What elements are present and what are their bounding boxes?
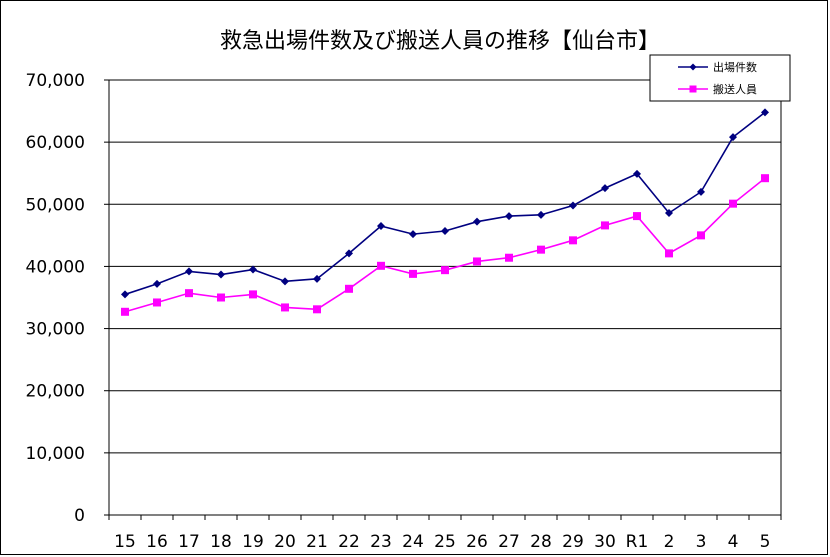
data-point (601, 184, 609, 193)
data-point (505, 253, 513, 262)
data-point (153, 298, 161, 307)
data-point (121, 290, 129, 299)
x-tick-label: 4 (728, 532, 739, 552)
x-tick-label: 29 (562, 532, 584, 552)
x-tick-label: 2 (664, 532, 675, 552)
data-point (665, 249, 673, 258)
data-point (537, 210, 545, 219)
x-tick-label: 19 (242, 532, 264, 552)
data-point (761, 174, 769, 183)
data-point (377, 222, 385, 231)
series-2 (121, 174, 769, 316)
x-tick-label: 25 (434, 532, 456, 552)
y-tick-label: 60,000 (26, 133, 85, 153)
data-point (441, 266, 449, 275)
x-tick-label: 30 (594, 532, 616, 552)
data-point (185, 289, 193, 298)
data-point (761, 108, 769, 117)
legend-item: 搬送人員 (678, 82, 757, 96)
x-tick-label: R1 (626, 532, 649, 552)
x-tick-label: 3 (696, 532, 707, 552)
data-point (281, 303, 289, 312)
data-point (505, 212, 513, 221)
x-tick-label: 22 (338, 532, 360, 552)
y-tick-label: 10,000 (26, 444, 85, 464)
data-point (313, 274, 321, 283)
legend-marker (689, 63, 697, 71)
legend-item: 出場件数 (678, 60, 757, 74)
data-point (281, 277, 289, 286)
y-axis: 0 10,000 20,000 30,000 40,000 50,000 60,000 70,… (26, 71, 109, 526)
data-point (697, 231, 705, 240)
series-layer (121, 108, 769, 316)
x-tick-label: 21 (306, 532, 328, 552)
y-tick-label: 50,000 (26, 195, 85, 215)
x-tick-label: 18 (210, 532, 232, 552)
data-point (473, 217, 481, 226)
series-1 (121, 108, 769, 299)
data-point (729, 199, 737, 208)
data-point (601, 221, 609, 230)
data-point (697, 187, 705, 196)
chart-title: 救急出場件数及び搬送人員の推移【仙台市】 (220, 29, 660, 54)
data-point (217, 293, 225, 302)
data-point (665, 208, 673, 217)
data-point (249, 265, 257, 274)
data-point (441, 227, 449, 236)
legend-marker (689, 85, 697, 93)
legend-label: 搬送人員 (713, 82, 757, 96)
data-point (569, 201, 577, 210)
x-tick-label: 27 (498, 532, 520, 552)
data-point (473, 257, 481, 266)
x-tick-label: 24 (402, 532, 424, 552)
legend-box (649, 54, 791, 102)
y-tick-label: 40,000 (26, 257, 85, 277)
data-point (377, 261, 385, 270)
x-axis: 15 16 17 18 19 20 21 22 23 24 25 26 27 28 29 30 R1 2 3 4 5 (108, 515, 782, 552)
data-point (729, 133, 737, 142)
y-tick-label: 30,000 (26, 320, 85, 340)
data-point (633, 169, 641, 178)
y-tick-label: 0 (74, 506, 85, 526)
data-point (633, 212, 641, 221)
data-point (121, 307, 129, 316)
x-tick-label: 20 (274, 532, 296, 552)
x-tick-label: 26 (466, 532, 488, 552)
data-point (217, 270, 225, 279)
data-point (409, 269, 417, 278)
data-point (345, 249, 353, 258)
data-point (153, 279, 161, 288)
series-line (124, 177, 766, 313)
x-tick-label: 15 (114, 532, 136, 552)
plot-area (108, 80, 782, 516)
data-point (249, 290, 257, 299)
legend-label: 出場件数 (713, 60, 757, 74)
data-point (537, 245, 545, 254)
x-tick-label: 16 (146, 532, 168, 552)
data-point (313, 305, 321, 314)
y-tick-label: 20,000 (26, 382, 85, 402)
x-tick-label: 23 (370, 532, 392, 552)
x-tick-label: 17 (178, 532, 200, 552)
x-tick-label: 5 (760, 532, 771, 552)
y-tick-label: 70,000 (26, 71, 85, 91)
data-point (185, 267, 193, 276)
data-point (409, 230, 417, 239)
x-tick-label: 28 (530, 532, 552, 552)
data-point (569, 236, 577, 245)
data-point (345, 284, 353, 293)
